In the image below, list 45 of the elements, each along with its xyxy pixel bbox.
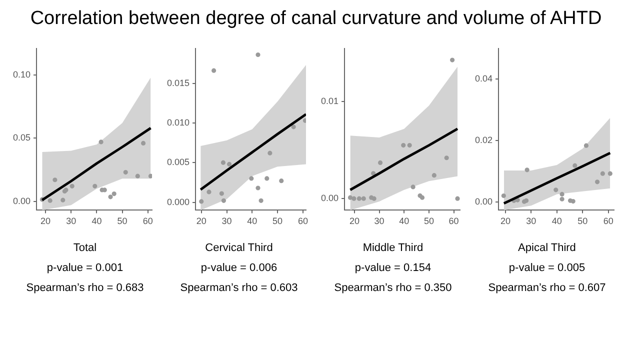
x-tick-label: 60	[298, 216, 308, 226]
text: Spearman’s rho = 0.683	[26, 282, 144, 294]
x-tick-label: 40	[552, 216, 562, 226]
y-tick-label: 0.04	[474, 74, 493, 84]
x-tick-label: 20	[349, 216, 360, 226]
y-tick-label: 0.010	[166, 117, 190, 128]
text: p-value = 0.006	[200, 262, 278, 274]
x-axis-title: Middle Third	[362, 242, 424, 254]
y-tick-label: 0.02	[474, 135, 493, 146]
x-tick-label: 20	[500, 216, 510, 226]
x-axis-title: Apical Third	[518, 242, 576, 254]
x-tick-label: 30	[222, 216, 232, 226]
x-tick-label: 50	[272, 216, 283, 226]
x-axis-title: Cervical Third	[205, 242, 273, 254]
y-tick-label: 0.015	[166, 78, 190, 88]
text: Spearman’s rho = 0.350	[334, 282, 452, 294]
y-tick-label: 0.00	[320, 193, 339, 204]
text: Spearman’s rho = 0.603	[180, 282, 298, 294]
y-tick-label: 0.005	[166, 157, 190, 168]
x-tick-label: 20	[40, 216, 50, 226]
text: p-value = 0.154	[354, 262, 432, 274]
x-axis-title: Total	[73, 242, 97, 254]
x-tick-label: 30	[66, 216, 76, 226]
x-tick-label: 60	[603, 216, 614, 226]
x-tick-label: 40	[247, 216, 258, 226]
x-tick-label: 50	[578, 216, 588, 226]
text: p-value = 0.001	[46, 262, 124, 274]
y-tick-label: 0.000	[166, 196, 190, 207]
y-tick-label: 0.01	[320, 96, 339, 106]
x-tick-label: 40	[399, 216, 410, 226]
x-tick-label: 60	[142, 216, 153, 226]
y-tick-label: 0.00	[12, 196, 31, 206]
text: Correlation between degree of canal curvature and volume of AHTD	[29, 8, 603, 30]
y-tick-label: 0.00	[474, 196, 493, 207]
x-tick-label: 30	[526, 216, 536, 226]
y-tick-label: 0.05	[12, 132, 31, 143]
text: Spearman’s rho = 0.607	[488, 282, 606, 294]
y-tick-label: 0.10	[12, 69, 31, 80]
x-tick-label: 20	[196, 216, 206, 226]
x-tick-label: 30	[374, 216, 384, 226]
x-tick-label: 40	[92, 216, 102, 226]
x-tick-label: 50	[424, 216, 434, 226]
x-tick-label: 50	[117, 216, 128, 226]
x-tick-label: 60	[448, 216, 459, 226]
text: p-value = 0.005	[508, 262, 586, 274]
